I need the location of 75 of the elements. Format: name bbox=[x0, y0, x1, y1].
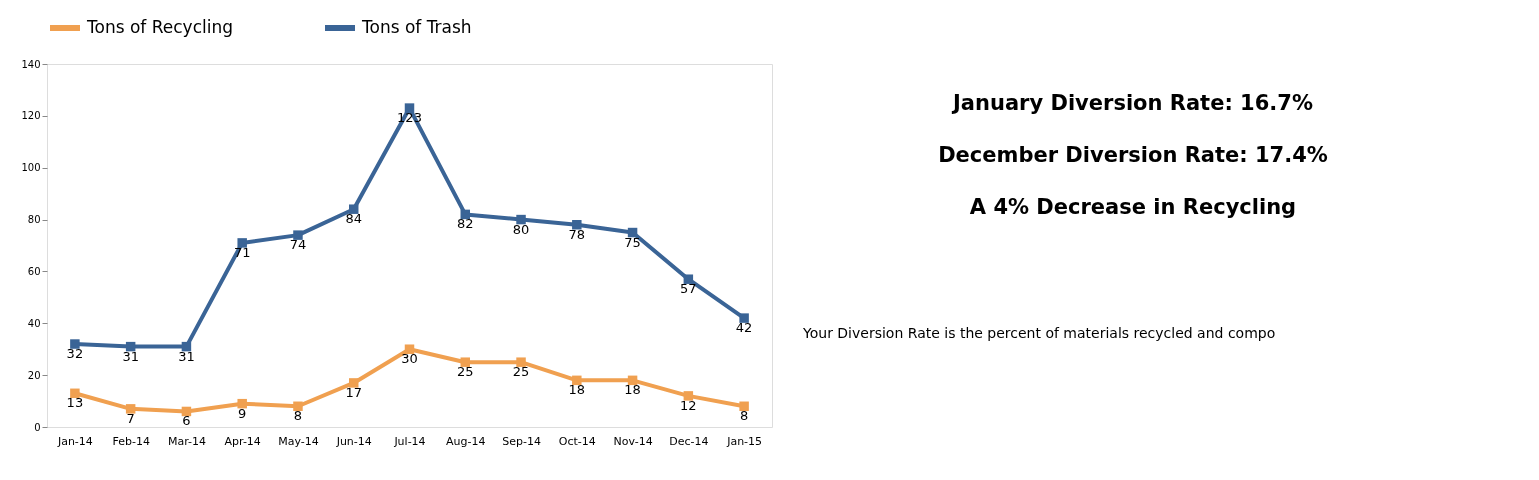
x-tick-label: Sep-14 bbox=[502, 434, 541, 448]
point bbox=[683, 274, 694, 284]
data-label: 42 bbox=[735, 320, 753, 336]
point bbox=[460, 209, 471, 220]
data-label: 7 bbox=[126, 410, 135, 426]
x-tick-label: May-14 bbox=[278, 434, 319, 448]
x-tick-label: Mar-14 bbox=[167, 434, 206, 448]
point bbox=[293, 401, 303, 411]
data-label: 6 bbox=[182, 413, 191, 429]
point bbox=[739, 313, 749, 323]
point bbox=[70, 339, 80, 349]
data-label: 13 bbox=[66, 395, 84, 411]
legend-label: Tons of Trash bbox=[361, 17, 472, 37]
data-label: 18 bbox=[568, 382, 586, 398]
x-tick-label: Nov-14 bbox=[613, 434, 653, 448]
point bbox=[739, 401, 749, 411]
x-tick-label: Aug-14 bbox=[446, 434, 486, 448]
point bbox=[125, 341, 136, 352]
point bbox=[627, 375, 638, 386]
data-label: 78 bbox=[568, 226, 586, 242]
data-label: 31 bbox=[122, 348, 139, 364]
data-label: 57 bbox=[680, 281, 697, 297]
x-tick-label: Jun-14 bbox=[335, 434, 372, 448]
data-label: 30 bbox=[401, 351, 418, 367]
x-tick-label: Feb-14 bbox=[112, 434, 150, 448]
point bbox=[516, 357, 526, 367]
y-tick-label: 40 bbox=[27, 317, 41, 329]
point bbox=[572, 220, 582, 230]
point bbox=[181, 341, 192, 352]
point bbox=[348, 378, 359, 388]
point bbox=[293, 230, 303, 240]
x-tick-label: Dec-14 bbox=[669, 434, 709, 448]
data-label: 32 bbox=[66, 346, 84, 362]
x-tick-label: Apr-14 bbox=[224, 434, 261, 448]
data-label: 8 bbox=[293, 408, 303, 424]
data-label: 75 bbox=[624, 234, 641, 250]
data-label: 84 bbox=[345, 211, 362, 227]
y-tick-label: 20 bbox=[27, 369, 41, 381]
text: Your Diversion Rate is the percent of materials recycled and compo bbox=[802, 325, 1276, 341]
x-tick-label: Oct-14 bbox=[558, 434, 596, 448]
data-label: 17 bbox=[345, 384, 362, 400]
y-tick-label: 120 bbox=[21, 110, 41, 122]
text: January Diversion Rate: 16.7% bbox=[951, 91, 1313, 115]
data-label: 80 bbox=[512, 221, 530, 237]
data-label: 9 bbox=[238, 405, 247, 421]
point bbox=[404, 344, 415, 354]
data-label: 8 bbox=[739, 408, 749, 424]
y-tick-label: 140 bbox=[21, 58, 41, 70]
data-label: 12 bbox=[680, 397, 697, 413]
x-tick-label: Jan-14 bbox=[56, 434, 93, 448]
x-tick-label: Jul-14 bbox=[393, 434, 426, 448]
text: A 4% Decrease in Recycling bbox=[969, 195, 1297, 219]
y-tick-label: 80 bbox=[27, 214, 41, 226]
x-tick-label: Jan-15 bbox=[726, 434, 763, 448]
point bbox=[181, 406, 192, 417]
point bbox=[70, 388, 80, 399]
data-label: 25 bbox=[457, 364, 474, 380]
y-tick-label: 60 bbox=[27, 265, 41, 277]
data-label: 31 bbox=[178, 348, 195, 364]
point bbox=[237, 398, 247, 409]
point bbox=[125, 404, 136, 414]
data-label: 74 bbox=[289, 237, 307, 253]
data-label: 18 bbox=[624, 382, 641, 398]
point bbox=[460, 357, 471, 367]
point bbox=[516, 214, 526, 225]
point bbox=[572, 375, 582, 386]
y-tick-label: 0 bbox=[34, 421, 41, 433]
point bbox=[683, 391, 694, 401]
data-label: 25 bbox=[512, 364, 530, 380]
data-label: 82 bbox=[457, 216, 474, 232]
legend-label: Tons of Recycling bbox=[86, 17, 233, 37]
point bbox=[627, 227, 638, 238]
y-tick-label: 100 bbox=[21, 162, 41, 174]
point bbox=[348, 204, 359, 214]
text: December Diversion Rate: 17.4% bbox=[938, 143, 1328, 167]
